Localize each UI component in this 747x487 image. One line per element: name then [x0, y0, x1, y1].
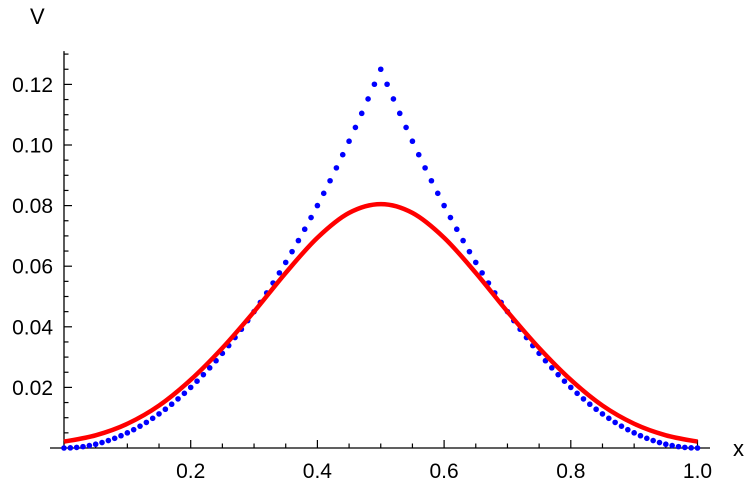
data-point — [656, 439, 663, 446]
data-point — [124, 430, 131, 436]
data-point — [105, 437, 112, 444]
data-point — [396, 110, 403, 117]
data-point — [80, 443, 86, 450]
data-point — [587, 401, 593, 408]
data-point — [352, 124, 359, 131]
data-point — [548, 365, 555, 371]
series-dots — [61, 66, 701, 451]
data-point — [561, 378, 568, 384]
data-point — [415, 151, 422, 158]
data-point — [580, 396, 587, 402]
data-point — [479, 270, 485, 276]
y-tick-label: 0.10 — [12, 135, 53, 158]
x-axis-label: x — [733, 436, 744, 461]
y-tick-label: 0.02 — [12, 377, 53, 400]
data-point — [403, 124, 409, 131]
data-point — [682, 444, 688, 451]
data-point — [194, 378, 200, 384]
x-tick-label: 1.0 — [683, 460, 712, 483]
data-point — [162, 406, 169, 413]
data-point — [67, 445, 74, 451]
data-point — [472, 259, 479, 266]
data-point — [453, 226, 460, 233]
data-point — [99, 439, 105, 446]
data-point — [200, 371, 207, 378]
data-point — [358, 110, 365, 117]
data-point — [637, 432, 644, 439]
data-point — [574, 390, 580, 397]
data-point — [606, 415, 612, 422]
y-tick-label: 0.04 — [12, 316, 53, 339]
data-point — [365, 96, 371, 102]
x-tick-label: 0.8 — [556, 460, 585, 483]
data-point — [625, 426, 631, 433]
data-point — [73, 444, 80, 451]
data-point — [333, 165, 340, 171]
y-tick-label: 0.06 — [12, 256, 53, 279]
data-point — [555, 371, 561, 378]
x-tick-label: 0.6 — [429, 460, 458, 483]
data-point — [175, 396, 181, 402]
data-point — [206, 365, 213, 371]
data-point — [276, 270, 283, 276]
data-point — [599, 411, 606, 417]
data-point — [631, 430, 637, 436]
data-point — [181, 390, 188, 397]
series-line — [63, 201, 698, 444]
data-point — [156, 411, 162, 417]
x-tick-label: 0.2 — [176, 460, 205, 483]
data-point — [149, 415, 156, 422]
data-point — [644, 435, 650, 442]
data-point — [675, 443, 682, 450]
data-point — [86, 442, 93, 449]
data-point — [618, 423, 625, 429]
data-point — [384, 81, 390, 88]
data-point — [409, 138, 416, 145]
data-point — [320, 190, 327, 197]
data-point — [301, 226, 308, 233]
y-tick-label: 0.08 — [12, 195, 53, 218]
data-point — [466, 248, 473, 255]
data-point — [377, 66, 384, 73]
data-point — [295, 237, 302, 244]
data-point — [339, 151, 346, 158]
data-point — [669, 442, 675, 449]
data-point — [308, 214, 314, 221]
data-point — [612, 419, 618, 426]
data-point — [694, 445, 701, 451]
data-point — [327, 177, 333, 184]
data-point — [137, 423, 143, 429]
data-point — [111, 435, 118, 442]
data-point — [130, 426, 137, 433]
data-point — [346, 138, 352, 145]
data-point — [118, 432, 124, 439]
data-point — [282, 259, 289, 266]
data-point — [314, 202, 321, 209]
data-point — [61, 445, 67, 451]
data-point — [428, 177, 435, 184]
ticks: 0.2 0.4 0.6 0.8 1.0 0.02 0.04 0.06 0.08 0.10 0.12 — [12, 53, 712, 483]
data-point — [371, 81, 378, 88]
data-point — [663, 441, 669, 448]
data-point — [422, 165, 428, 171]
y-axis-label: V — [30, 4, 45, 29]
data-point — [187, 384, 194, 391]
data-point — [143, 419, 150, 426]
data-point — [593, 406, 599, 413]
axes — [50, 51, 710, 449]
data-point — [650, 437, 656, 444]
data-point — [568, 384, 574, 391]
data-point — [688, 445, 694, 451]
data-point — [441, 202, 447, 209]
data-point — [289, 248, 295, 255]
data-point — [92, 441, 99, 448]
data-point — [434, 190, 441, 197]
x-tick-label: 0.4 — [303, 460, 333, 483]
data-point — [460, 237, 466, 244]
y-tick-label: 0.12 — [12, 74, 53, 97]
data-point — [390, 96, 397, 102]
data-point — [168, 401, 175, 408]
data-point — [447, 214, 454, 221]
